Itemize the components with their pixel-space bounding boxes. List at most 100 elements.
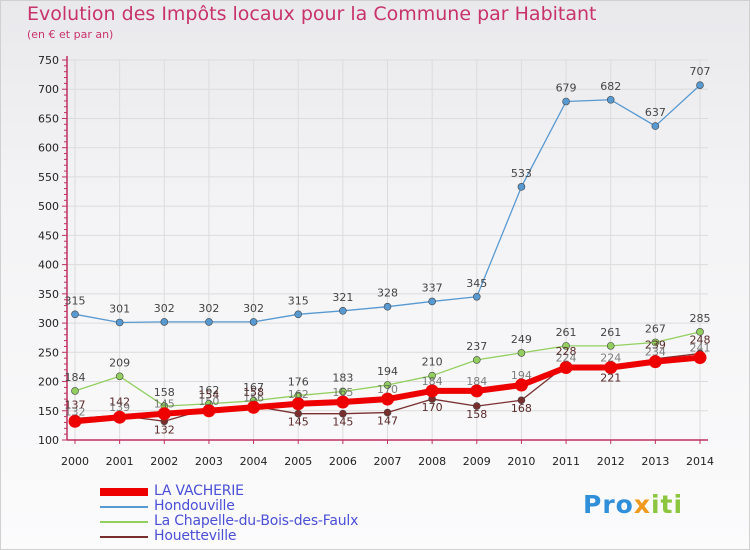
data-label: 147 bbox=[377, 415, 398, 428]
x-tick-label: 2005 bbox=[284, 455, 312, 468]
data-point bbox=[291, 397, 305, 411]
data-point bbox=[651, 338, 660, 347]
data-label: 184 bbox=[65, 371, 86, 384]
data-point bbox=[115, 318, 124, 327]
data-point bbox=[696, 328, 704, 336]
data-label: 302 bbox=[243, 302, 264, 315]
data-label: 183 bbox=[332, 371, 353, 384]
data-label: 337 bbox=[422, 281, 443, 294]
data-label: 533 bbox=[511, 167, 532, 180]
data-label: 267 bbox=[645, 322, 666, 335]
y-tick-label: 250 bbox=[38, 346, 59, 359]
legend-swatch-la-vacherie bbox=[100, 488, 148, 496]
y-tick-label: 300 bbox=[38, 317, 59, 330]
data-point bbox=[115, 372, 124, 381]
data-label: 145 bbox=[332, 416, 353, 429]
y-tick-label: 150 bbox=[38, 405, 59, 418]
data-label: 170 bbox=[377, 383, 398, 396]
data-point bbox=[517, 349, 526, 357]
x-tick-label: 2006 bbox=[329, 455, 357, 468]
data-label: 168 bbox=[511, 402, 532, 415]
data-point bbox=[339, 306, 347, 315]
y-tick-label: 500 bbox=[38, 200, 59, 213]
data-point bbox=[71, 310, 79, 319]
y-tick-label: 450 bbox=[38, 229, 59, 242]
data-point bbox=[113, 410, 127, 424]
data-label: 132 bbox=[154, 423, 175, 436]
data-point bbox=[693, 351, 707, 365]
logo-part: x bbox=[633, 490, 651, 519]
data-point bbox=[425, 384, 439, 398]
x-tick-label: 2002 bbox=[150, 455, 178, 468]
logo-part: Pro bbox=[583, 490, 634, 519]
data-label: 194 bbox=[511, 369, 532, 382]
y-tick-label: 750 bbox=[38, 54, 59, 67]
data-label: 158 bbox=[243, 386, 264, 399]
data-point bbox=[472, 402, 481, 410]
data-point bbox=[472, 292, 481, 301]
data-label: 139 bbox=[109, 401, 130, 414]
data-point bbox=[339, 409, 347, 418]
y-tick-label: 700 bbox=[38, 83, 59, 96]
data-point bbox=[604, 361, 618, 375]
data-label: 315 bbox=[288, 294, 309, 307]
data-label: 132 bbox=[65, 405, 86, 418]
x-tick-label: 2000 bbox=[61, 455, 89, 468]
data-label: 228 bbox=[556, 345, 577, 358]
data-point bbox=[606, 95, 615, 104]
data-label: 321 bbox=[332, 291, 353, 304]
series bbox=[68, 81, 707, 428]
proxiti-logo: Proxiti bbox=[583, 490, 683, 519]
data-point bbox=[470, 384, 484, 398]
logo-part: iti bbox=[650, 490, 684, 519]
data-label: 328 bbox=[377, 287, 398, 300]
data-label: 137 bbox=[65, 398, 86, 411]
data-label: 301 bbox=[109, 302, 130, 315]
data-point bbox=[249, 318, 258, 326]
x-tick-label: 2003 bbox=[195, 455, 223, 468]
data-label: 224 bbox=[600, 352, 621, 365]
data-label: 261 bbox=[556, 326, 577, 339]
data-label: 239 bbox=[645, 339, 666, 352]
data-point bbox=[651, 122, 660, 130]
data-point bbox=[514, 378, 528, 392]
y-tick-label: 550 bbox=[38, 171, 59, 184]
data-label: 145 bbox=[154, 398, 175, 411]
data-point bbox=[381, 392, 394, 406]
data-point bbox=[339, 387, 347, 396]
data-label: 156 bbox=[243, 391, 264, 404]
data-label: 682 bbox=[600, 80, 621, 93]
data-point bbox=[696, 81, 704, 89]
data-label: 261 bbox=[600, 326, 621, 339]
legend-label: Hondouville bbox=[154, 498, 235, 514]
y-tick-label: 100 bbox=[38, 434, 59, 447]
y-tick-label: 350 bbox=[38, 288, 59, 301]
legend-swatch-houetteville bbox=[100, 536, 148, 538]
x-tick-label: 2001 bbox=[106, 455, 134, 468]
data-label: 154 bbox=[198, 388, 219, 401]
y-tick-label: 400 bbox=[38, 259, 59, 272]
y-tick-label: 600 bbox=[38, 142, 59, 155]
data-label: 315 bbox=[65, 294, 86, 307]
x-tick-label: 2010 bbox=[507, 455, 535, 468]
data-point bbox=[517, 183, 526, 191]
data-label: 158 bbox=[154, 386, 175, 399]
x-tick-label: 2011 bbox=[552, 455, 580, 468]
y-tick-label: 650 bbox=[38, 112, 59, 125]
data-point bbox=[472, 356, 481, 364]
axes: 100 150 200 250 300 350 400 450 500 550 600 650 700 7… bbox=[38, 54, 714, 468]
data-label: 637 bbox=[645, 106, 666, 119]
data-labels: 315 301 302 302 302 315 321 328 337 345 533 679 682 6… bbox=[65, 65, 711, 436]
x-tick-label: 2013 bbox=[641, 455, 669, 468]
data-point bbox=[562, 342, 570, 350]
data-point bbox=[160, 318, 169, 326]
y-tick-label: 200 bbox=[38, 376, 59, 389]
x-tick-label: 2004 bbox=[240, 455, 268, 468]
legend-label: La Chapelle-du-Bois-des-Faulx bbox=[154, 513, 359, 529]
x-tick-label: 2012 bbox=[597, 455, 625, 468]
data-point bbox=[71, 387, 79, 395]
data-point bbox=[428, 371, 436, 380]
data-label: 234 bbox=[645, 346, 666, 359]
data-label: 679 bbox=[556, 82, 577, 95]
